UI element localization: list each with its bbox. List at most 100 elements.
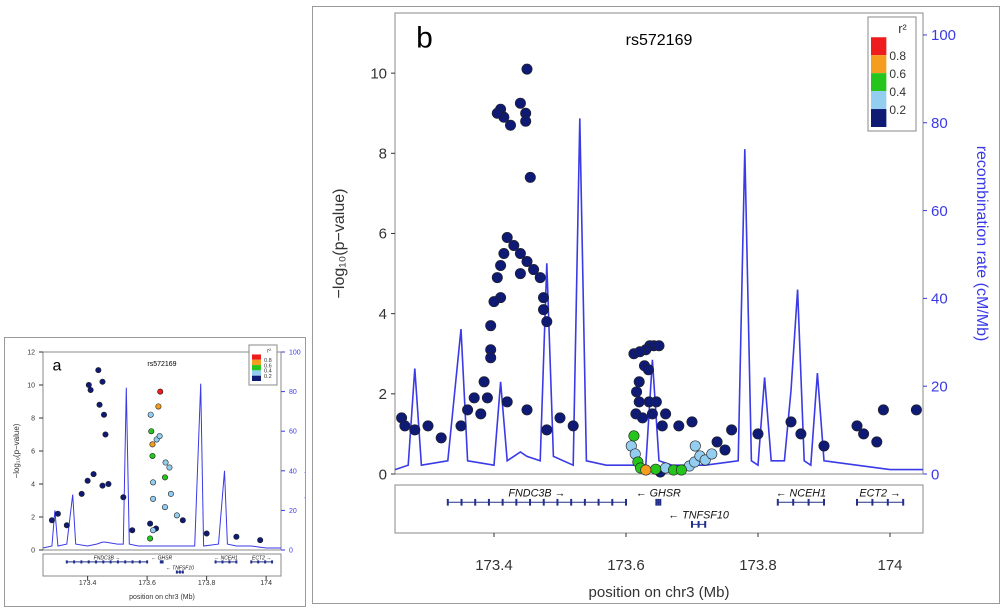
snp-point — [481, 392, 493, 404]
snp-point — [488, 296, 500, 308]
gene-label: FNDC3B → — [508, 488, 565, 500]
snp-point — [399, 420, 411, 432]
snp-point — [673, 420, 685, 432]
snp-point — [149, 441, 156, 448]
gene-track — [42, 553, 282, 577]
gene-exon — [871, 498, 874, 506]
gene-exon — [95, 560, 98, 564]
gene-exon — [214, 560, 217, 564]
legend-label: 0.6 — [889, 67, 906, 81]
plot-area — [42, 351, 282, 551]
legend-label: 0.2 — [889, 103, 906, 117]
gene-exon — [87, 560, 90, 564]
snp-point — [485, 320, 497, 332]
snp-point — [150, 527, 157, 534]
snp-point — [538, 304, 550, 316]
gene-exon — [109, 560, 112, 564]
snp-point — [752, 428, 764, 440]
y-tick-label: 6 — [379, 226, 387, 243]
snp-point — [538, 292, 550, 304]
panel-b: 0 2 4 6 8 10 0 20 40 60 80 100 −log₁₀(p−value) recomb… — [312, 6, 1000, 604]
snp-point — [521, 256, 533, 268]
gene-exon — [515, 498, 518, 506]
snp-point — [203, 530, 210, 537]
x-tick-label: 173.4 — [475, 557, 513, 574]
gene-label: ← TNFSF10 — [668, 510, 729, 522]
snp-point — [501, 231, 513, 243]
snp-point — [147, 411, 154, 418]
gene-exon — [902, 498, 905, 506]
snp-point — [462, 404, 474, 416]
gene-exon — [807, 498, 810, 506]
y-tick-label: 10 — [370, 65, 387, 82]
snp-point — [541, 316, 553, 328]
snp-point — [105, 481, 112, 488]
gene-exon — [583, 498, 586, 506]
snp-point — [120, 494, 127, 501]
snp-point — [468, 392, 480, 404]
snp-point — [150, 479, 157, 486]
snp-point — [78, 490, 85, 497]
gene-exon — [657, 498, 660, 506]
gene-exon — [792, 498, 795, 506]
snp-point — [508, 240, 520, 252]
snp-point — [409, 424, 421, 436]
gene-exon — [460, 498, 463, 506]
snp-point — [455, 420, 467, 432]
snp-point — [633, 396, 645, 408]
gene-exon — [178, 570, 181, 574]
y-tick-label: 2 — [31, 514, 35, 521]
legend-label: 0.6 — [264, 363, 272, 369]
gene-exon — [257, 560, 260, 564]
snp-point — [567, 420, 579, 432]
snp-point — [514, 248, 526, 260]
y2-tick-label: 0 — [289, 547, 293, 554]
snp-point — [157, 388, 164, 395]
snp-point — [505, 119, 517, 131]
snp-point — [524, 171, 536, 183]
y2-tick-label: 60 — [289, 429, 297, 436]
gene-label: ← NCEH1 — [214, 555, 238, 561]
snp-point — [858, 428, 870, 440]
y-tick-label: 6 — [31, 448, 35, 455]
legend-swatch — [252, 354, 261, 360]
y-axis-label: −log₁₀(p−value) — [331, 189, 348, 299]
gene-exon — [102, 560, 105, 564]
gene-label: ← GHSR — [636, 488, 681, 500]
gene-label: ← NCEH1 — [776, 488, 826, 500]
snp-point — [675, 464, 687, 476]
gene-exon — [697, 521, 700, 528]
snp-point — [706, 448, 718, 460]
chart-title: rs572169 — [626, 32, 693, 49]
snp-point — [910, 404, 922, 416]
snp-point — [642, 364, 654, 376]
y-tick-label: 8 — [379, 146, 387, 163]
snp-point — [54, 510, 61, 517]
y-tick-label: 4 — [379, 306, 387, 323]
snp-point — [156, 433, 163, 440]
y2-tick-label: 40 — [931, 291, 948, 308]
snp-point — [435, 432, 447, 444]
x-tick-label: 174 — [877, 557, 902, 574]
gene-exon — [235, 560, 238, 564]
snp-point — [686, 416, 698, 428]
gene-exon — [138, 560, 141, 564]
gene-exon — [691, 521, 693, 528]
y-axis-label: −log₁₀(p−value) — [12, 423, 21, 478]
locuszoom-plot-a: 0 2 4 6 8 10 12 0 20 40 60 80 100 −log₁₀(p−value) reco… — [12, 344, 305, 601]
gene-exon — [655, 498, 658, 506]
gene-exon — [73, 560, 76, 564]
gene-exon — [597, 498, 600, 506]
snp-point — [711, 436, 723, 448]
gene-exon — [659, 498, 662, 506]
gene-label: ← TNFSF10 — [166, 565, 194, 571]
legend-swatch — [871, 73, 887, 92]
snp-point — [422, 420, 434, 432]
y-tick-label: 12 — [27, 349, 35, 356]
snp-point — [660, 408, 672, 420]
gene-exon — [501, 498, 504, 506]
legend-swatch — [871, 37, 887, 56]
snp-point — [871, 436, 883, 448]
legend-label: 0.4 — [889, 85, 906, 99]
